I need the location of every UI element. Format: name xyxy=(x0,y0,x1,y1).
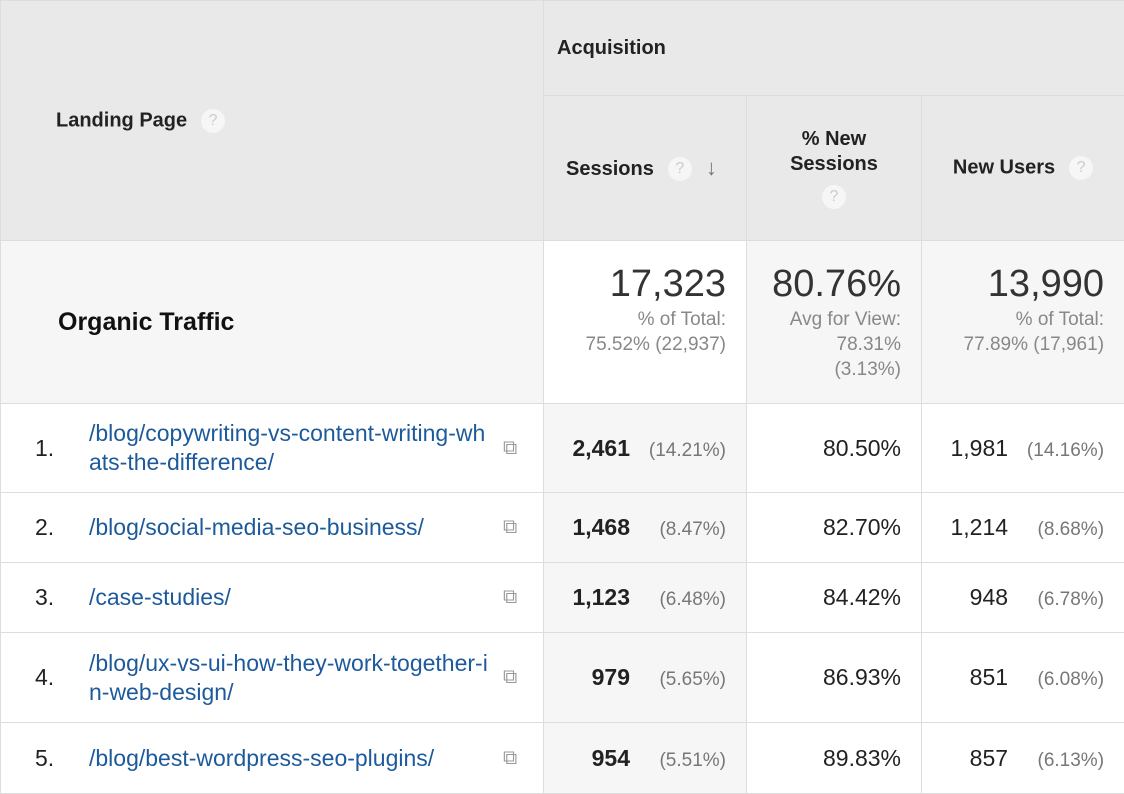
table-row: 2. /blog/social-media-seo-business/ ⧉ 1,46… xyxy=(0,492,1124,563)
sessions-percent: (6.48%) xyxy=(659,589,726,610)
new-users-percent: (6.13%) xyxy=(1037,749,1105,771)
total-new-users-value: 13,990 xyxy=(987,263,1105,305)
sessions-cell: 1,123 (6.48%) xyxy=(543,562,747,633)
row-number: 2. xyxy=(35,514,55,540)
help-icon[interactable]: ? xyxy=(822,185,846,209)
new-sessions-header[interactable]: % New Sessions? xyxy=(746,95,922,241)
total-new-users: 13,990 % of Total: 77.89% (17,961) xyxy=(920,240,1124,404)
total-new-sessions: 80.76% Avg for View: 78.31% (3.13%) xyxy=(746,240,922,404)
total-new-users-sub: 77.89% (17,961) xyxy=(963,334,1105,355)
total-sessions-sub: % of Total: xyxy=(637,309,726,330)
row-number: 4. xyxy=(35,664,55,690)
total-row: Organic Traffic 17,323 % of Total: 75.52% … xyxy=(0,240,1124,404)
new-sessions-cell: 89.83% xyxy=(746,722,922,794)
sessions-value: 1,123 xyxy=(572,584,630,610)
new-sessions-cell: 82.70% xyxy=(746,492,922,563)
sessions-cell: 1,468 (8.47%) xyxy=(543,492,747,563)
table-row: 4. /blog/ux-vs-ui-how-they-work-together-… xyxy=(0,632,1124,723)
landing-page-link[interactable]: /blog/ux-vs-ui-how-they-work-together-in… xyxy=(89,649,488,705)
landing-page-cell: 4. /blog/ux-vs-ui-how-they-work-together-… xyxy=(0,632,544,723)
segment-label: Organic Traffic xyxy=(0,240,544,404)
new-users-value: 948 xyxy=(969,584,1009,610)
total-new-sessions-sub: 78.31% xyxy=(836,334,901,355)
total-new-sessions-value: 80.76% xyxy=(772,263,901,305)
table-row: 3. /case-studies/ ⧉ 1,123 (6.48%) 84.42% 94… xyxy=(0,562,1124,633)
total-sessions: 17,323 % of Total: 75.52% (22,937) xyxy=(543,240,747,404)
landing-page-link[interactable]: /case-studies/ xyxy=(89,584,231,610)
open-external-icon[interactable]: ⧉ xyxy=(503,666,518,688)
sessions-percent: (5.51%) xyxy=(659,749,726,771)
open-external-icon[interactable]: ⧉ xyxy=(503,746,518,769)
sessions-cell: 954 (5.51%) xyxy=(543,722,747,794)
sessions-cell: 979 (5.65%) xyxy=(543,632,747,723)
total-new-sessions-sub: (3.13%) xyxy=(834,359,901,380)
row-number: 5. xyxy=(35,744,55,771)
new-users-value: 1,214 xyxy=(950,514,1009,540)
sessions-value: 2,461 xyxy=(572,434,630,461)
new-users-value: 1,981 xyxy=(950,434,1009,461)
new-users-value: 857 xyxy=(969,744,1009,771)
new-users-cell: 948 (6.78%) xyxy=(920,562,1124,633)
sessions-value: 1,468 xyxy=(572,514,630,540)
help-icon[interactable]: ? xyxy=(667,157,692,182)
new-users-percent: (6.08%) xyxy=(1037,669,1105,690)
help-icon[interactable]: ? xyxy=(201,108,226,133)
new-sessions-cell: 84.42% xyxy=(746,562,922,633)
new-users-percent: (14.16%) xyxy=(1026,439,1105,461)
total-sessions-value: 17,323 xyxy=(609,263,726,305)
total-new-users-sub: % of Total: xyxy=(1015,309,1105,330)
landing-page-link[interactable]: /blog/copywriting-vs-content-writing-wha… xyxy=(89,420,486,475)
sessions-value: 979 xyxy=(591,664,630,690)
landing-page-cell: 3. /case-studies/ ⧉ xyxy=(0,562,544,633)
table-row: 1. /blog/copywriting-vs-content-writing-w… xyxy=(0,403,1124,493)
row-number: 3. xyxy=(35,584,55,610)
landing-page-cell: 5. /blog/best-wordpress-seo-plugins/ ⧉ xyxy=(0,722,544,794)
new-users-cell: 1,981 (14.16%) xyxy=(920,403,1124,493)
table-row: 5. /blog/best-wordpress-seo-plugins/ ⧉ 954… xyxy=(0,722,1124,794)
landing-page-label: Landing Page xyxy=(56,108,188,131)
landing-page-cell: 1. /blog/copywriting-vs-content-writing-w… xyxy=(0,403,544,493)
sessions-percent: (5.65%) xyxy=(659,669,726,690)
open-external-icon[interactable]: ⧉ xyxy=(503,436,518,459)
open-external-icon[interactable]: ⧉ xyxy=(503,516,518,538)
new-sessions-label: % New Sessions xyxy=(790,128,878,175)
sessions-value: 954 xyxy=(591,744,630,771)
open-external-icon[interactable]: ⧉ xyxy=(503,586,518,608)
landing-page-link[interactable]: /blog/social-media-seo-business/ xyxy=(89,514,424,540)
sessions-label: Sessions xyxy=(566,157,654,180)
new-sessions-cell: 86.93% xyxy=(746,632,922,723)
new-users-percent: (8.68%) xyxy=(1037,519,1105,540)
new-users-label: New Users xyxy=(952,156,1056,179)
row-number: 1. xyxy=(35,434,55,461)
landing-page-cell: 2. /blog/social-media-seo-business/ ⧉ xyxy=(0,492,544,563)
new-users-value: 851 xyxy=(969,664,1009,690)
sessions-percent: (8.47%) xyxy=(659,519,726,540)
new-users-header[interactable]: New Users? xyxy=(920,95,1124,241)
sort-down-icon[interactable]: ↓ xyxy=(705,154,717,180)
new-users-cell: 857 (6.13%) xyxy=(920,722,1124,794)
sessions-cell: 2,461 (14.21%) xyxy=(543,403,747,493)
new-sessions-cell: 80.50% xyxy=(746,403,922,493)
total-new-sessions-sub: Avg for View: xyxy=(789,309,901,330)
landing-page-header: Landing Page? xyxy=(0,0,544,241)
new-users-cell: 851 (6.08%) xyxy=(920,632,1124,723)
acquisition-header: Acquisition xyxy=(542,0,1124,96)
new-users-cell: 1,214 (8.68%) xyxy=(920,492,1124,563)
new-users-percent: (6.78%) xyxy=(1037,589,1105,610)
total-sessions-sub: 75.52% (22,937) xyxy=(585,334,727,355)
sessions-percent: (14.21%) xyxy=(648,439,726,461)
landing-page-link[interactable]: /blog/best-wordpress-seo-plugins/ xyxy=(89,744,435,771)
sessions-header[interactable]: Sessions? ↓ xyxy=(543,95,747,241)
help-icon[interactable]: ? xyxy=(1069,156,1094,180)
